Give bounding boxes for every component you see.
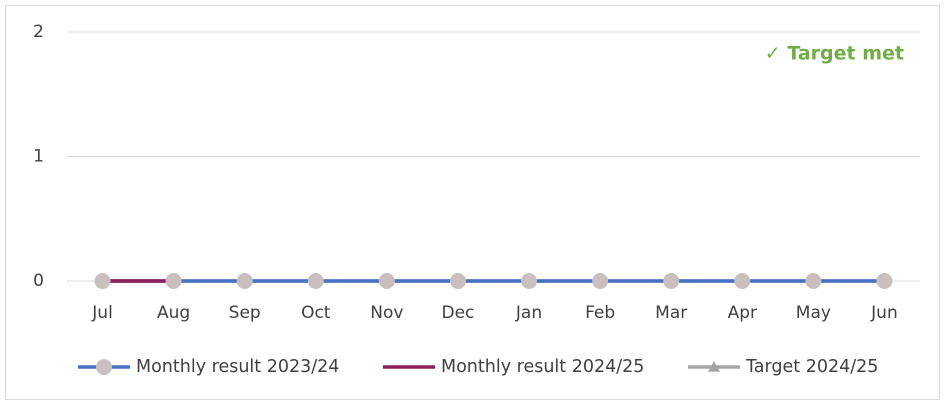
point-marker — [165, 273, 182, 289]
x-tick-label: Jul — [91, 303, 113, 323]
legend-marker — [708, 361, 720, 372]
point-marker — [663, 273, 680, 289]
annotation: ✓ Target met — [765, 43, 904, 65]
x-tick-label: Mar — [655, 303, 687, 323]
x-tick-label: Jan — [515, 303, 542, 323]
point-marker — [592, 273, 609, 289]
y-tick-label: 0 — [33, 271, 44, 291]
point-marker — [734, 273, 751, 289]
x-tick-label: Dec — [442, 303, 475, 323]
x-tick-label: Aug — [157, 303, 190, 323]
point-marker — [805, 273, 822, 289]
point-marker — [876, 273, 893, 289]
legend-marker — [96, 359, 112, 375]
legend-label: Monthly result 2024/25 — [441, 357, 644, 377]
point-marker — [236, 273, 253, 289]
x-tick-label: Feb — [585, 303, 615, 323]
point-marker — [94, 273, 111, 289]
x-tick-label: Nov — [370, 303, 403, 323]
y-tick-label: 1 — [33, 147, 44, 167]
point-marker — [307, 273, 324, 289]
x-tick-label: Apr — [728, 303, 757, 323]
x-tick-label: Oct — [301, 303, 331, 323]
point-marker — [378, 273, 395, 289]
x-tick-label: May — [796, 303, 831, 323]
x-tick-label: Sep — [229, 303, 261, 323]
point-marker — [449, 273, 466, 289]
legend-label: Monthly result 2023/24 — [136, 357, 339, 377]
chart-frame — [5, 5, 940, 400]
legend-label: Target 2024/25 — [745, 357, 878, 377]
point-marker — [521, 273, 538, 289]
y-tick-label: 2 — [33, 22, 44, 42]
x-tick-label: Jun — [870, 303, 898, 323]
